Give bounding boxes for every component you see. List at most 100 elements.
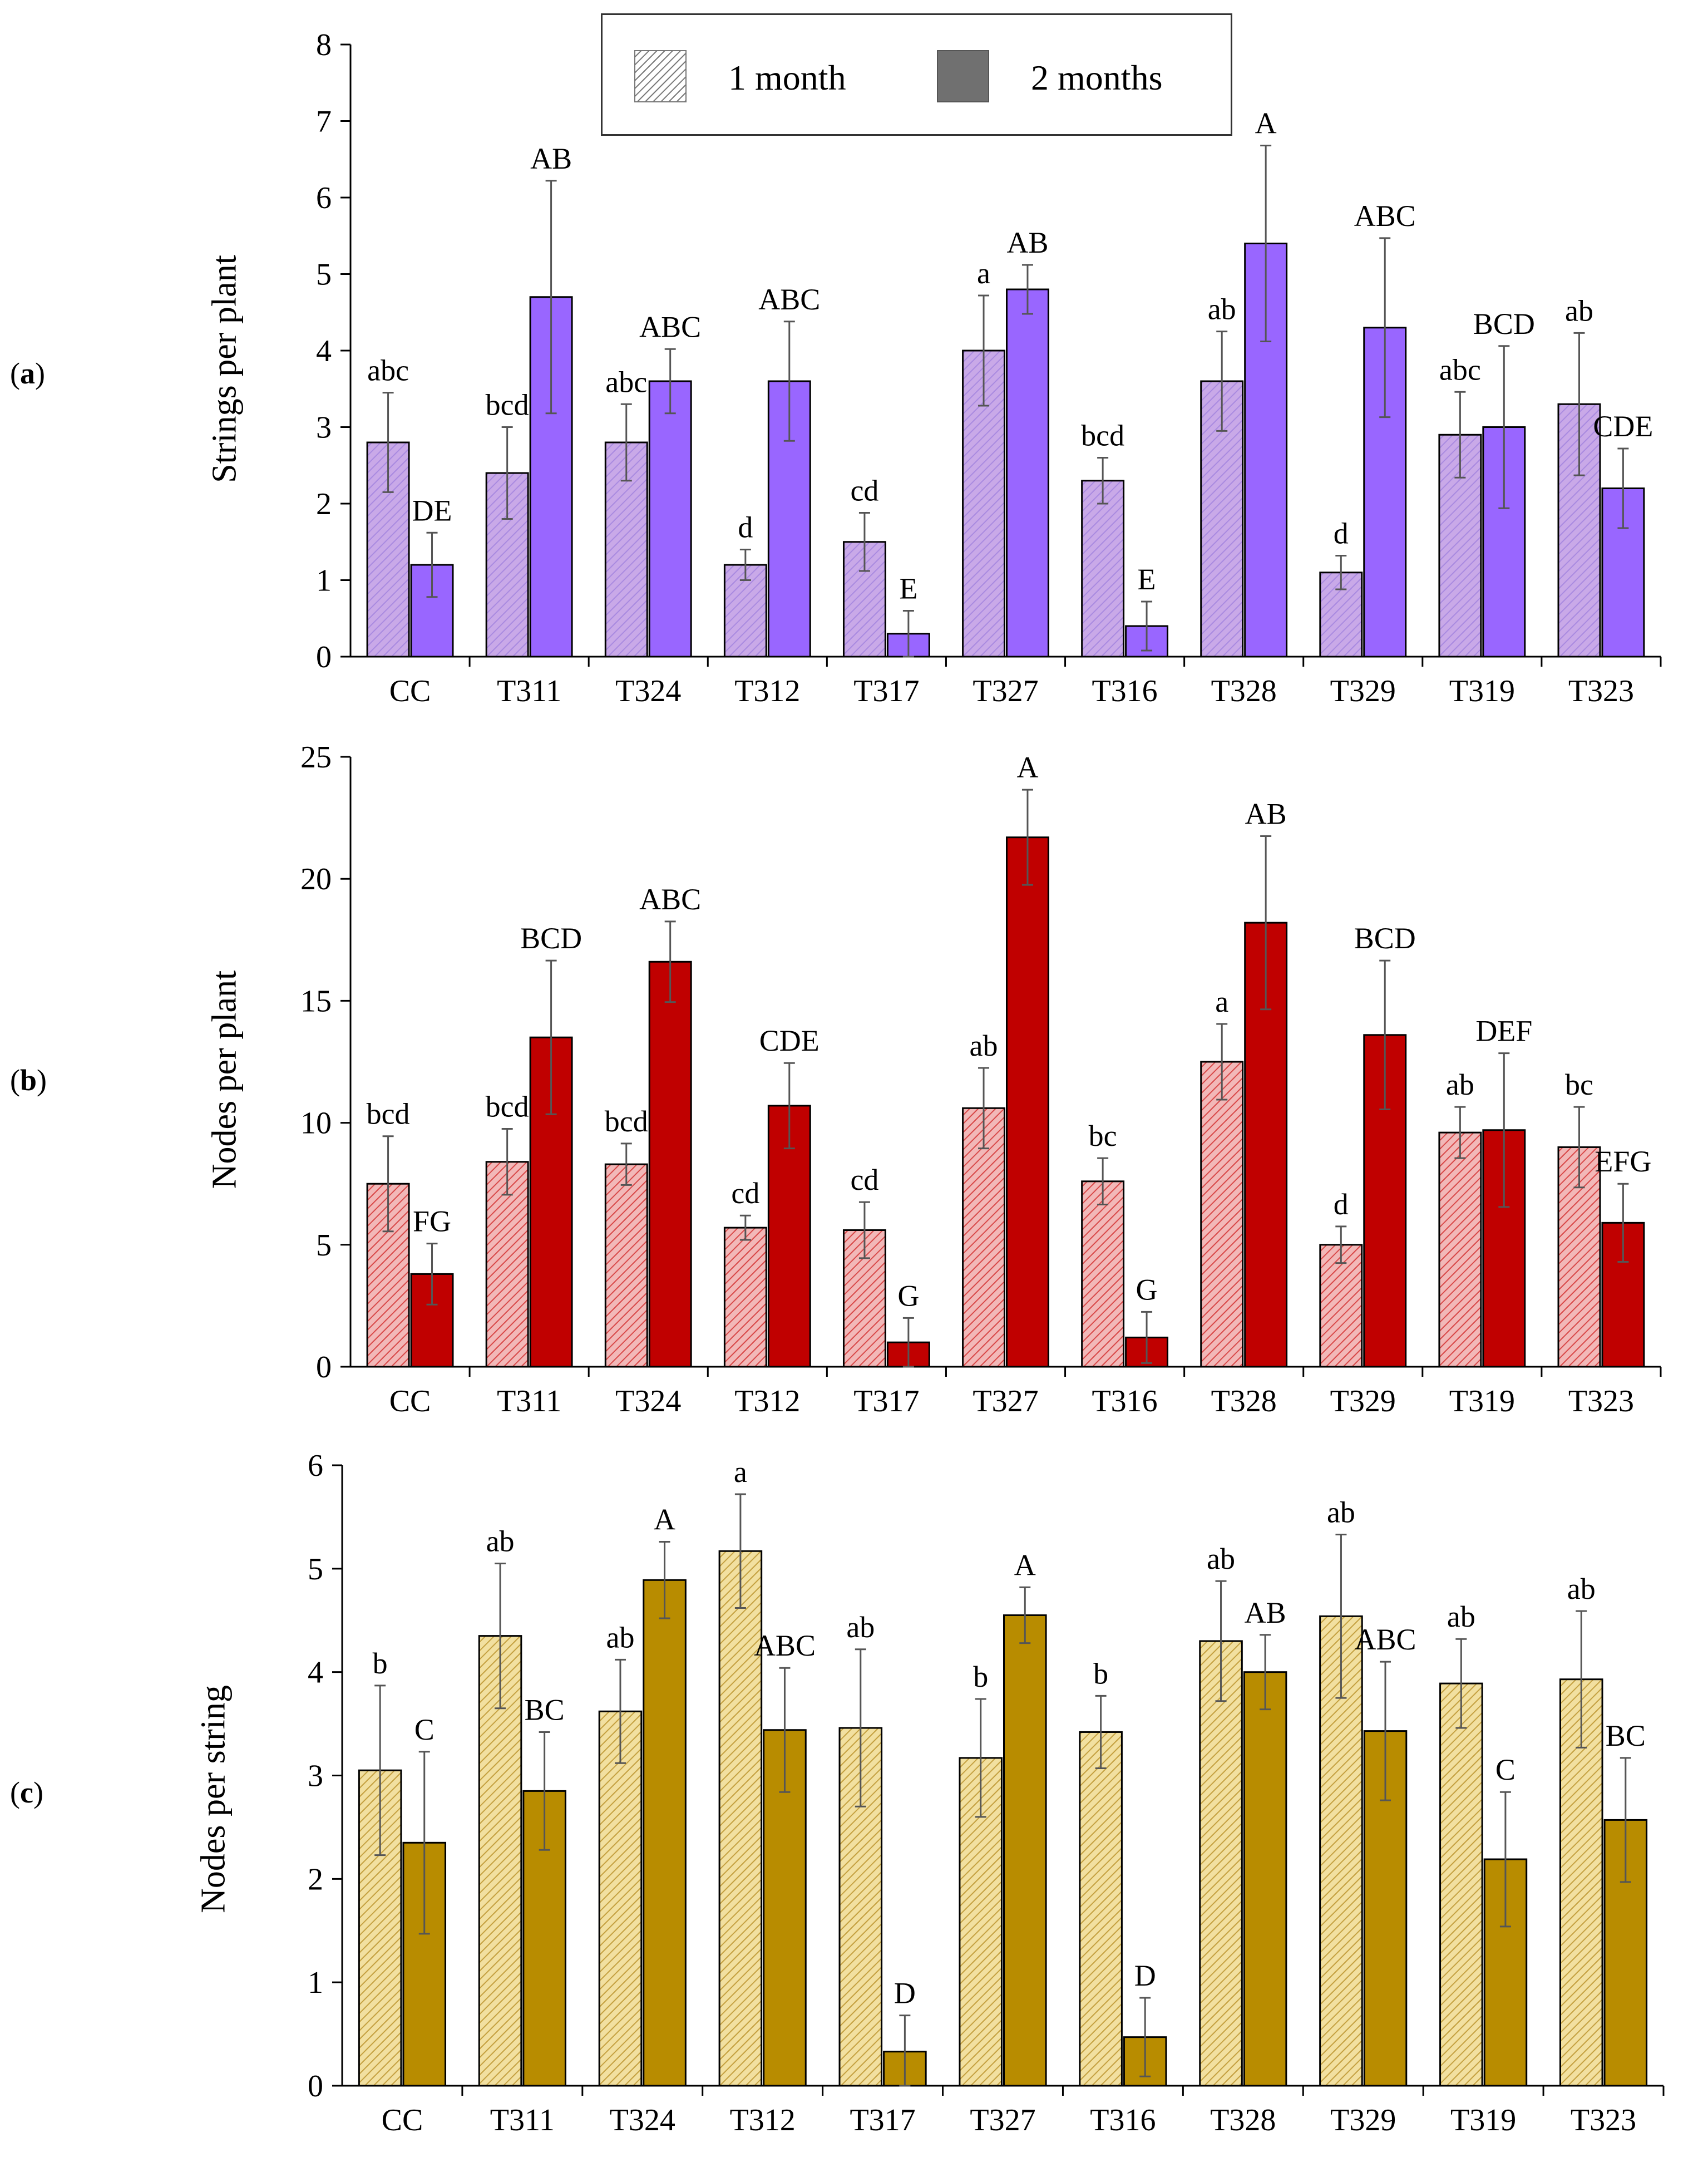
- panel-a-significance-letter: d: [1334, 517, 1349, 550]
- panel-b-bar-1-month: [604, 1163, 648, 1368]
- panel-a-category-label: T311: [497, 674, 561, 708]
- panel-b-category-label: T327: [973, 1384, 1038, 1419]
- panel-b-significance-letter: A: [1016, 751, 1038, 784]
- panel-b-category-label: T317: [853, 1384, 919, 1419]
- panel-c-category-label: T311: [490, 2103, 555, 2137]
- panel-a-significance-letter: CDE: [1593, 410, 1653, 443]
- panel-a-significance-letter: E: [899, 572, 917, 605]
- panel-c-category-label: T312: [730, 2103, 796, 2137]
- panel-a-significance-letter: abc: [605, 365, 647, 398]
- panel-b-category-label: T316: [1092, 1384, 1157, 1419]
- panel-a-bar-1-month: [485, 472, 529, 658]
- panel-a-significance-letter: abc: [367, 354, 409, 387]
- panel-a-significance-letter: abc: [1439, 353, 1481, 386]
- panel-a-ytick-label: 1: [316, 564, 332, 598]
- panel-c-significance-letter: D: [894, 1977, 916, 2010]
- legend-swatch-solid: [937, 50, 989, 102]
- panel-b-significance-letter: BCD: [1354, 922, 1416, 955]
- panel-a-significance-letter: AB: [1006, 226, 1048, 259]
- panel-c-bar-2-months: [1243, 1671, 1287, 2087]
- panel-c-category-label: T317: [850, 2103, 915, 2137]
- panel-a-significance-letter: cd: [850, 474, 878, 508]
- panel-b-letter: (b): [10, 1063, 47, 1097]
- panel-b-bar-1-month: [485, 1161, 529, 1368]
- panel-b-significance-letter: AB: [1245, 797, 1287, 830]
- panel-b-ytick-label: 0: [316, 1350, 332, 1385]
- panel-c-ytick-label: 2: [308, 1862, 323, 1897]
- panel-b-category-label: T311: [497, 1384, 561, 1419]
- panel-c-category-label: T324: [610, 2103, 675, 2137]
- panel-b-significance-letter: cd: [731, 1176, 759, 1210]
- panel-c-bar-1-month: [598, 1710, 643, 2087]
- panel-c-ytick-label: 0: [308, 2069, 323, 2104]
- panel-b-ytick-label: 5: [316, 1228, 332, 1263]
- panel-c-category-label: CC: [382, 2103, 423, 2137]
- legend-label-1-month: 1 month: [728, 58, 846, 97]
- panel-a-category-label: T327: [973, 674, 1038, 708]
- panel-c-significance-letter: ABC: [754, 1629, 816, 1662]
- panel-b-ytick-label: 20: [300, 862, 332, 897]
- panel-b-ytick-label: 10: [300, 1106, 332, 1141]
- panel-c-plot: 0123456CCbCT311abBCT324abAT312aABCT317ab…: [308, 1449, 1665, 2137]
- panel-c-category-label: T329: [1330, 2103, 1396, 2137]
- panel-b-bar-1-month: [1438, 1131, 1482, 1368]
- panel-b-significance-letter: DEF: [1475, 1014, 1532, 1048]
- panel-c-bar-2-months: [1603, 1819, 1648, 2087]
- panel-b-significance-letter: bcd: [367, 1097, 410, 1131]
- panel-a-ytick-label: 2: [316, 487, 332, 521]
- panel-c-bar-1-month: [478, 1635, 522, 2087]
- panel-a-significance-letter: E: [1138, 563, 1156, 596]
- panel-b-ytick-label: 15: [300, 984, 332, 1018]
- panel-c-ytick-label: 3: [308, 1759, 323, 1794]
- panel-a-category-label: T329: [1330, 674, 1396, 708]
- panel-b-significance-letter: cd: [850, 1163, 878, 1196]
- panel-a-category-label: T316: [1092, 674, 1157, 708]
- legend-label-2-months: 2 months: [1031, 58, 1163, 97]
- panel-a-bar-2-months: [648, 380, 692, 658]
- panel-c-category-label: T316: [1090, 2103, 1156, 2137]
- panel-c-ytick-label: 5: [308, 1552, 323, 1587]
- panel-a-significance-letter: ABC: [1354, 199, 1416, 233]
- panel-a-significance-letter: BCD: [1473, 307, 1535, 341]
- panel-a-category-label: T323: [1568, 674, 1634, 708]
- panel-c-significance-letter: ab: [1327, 1496, 1355, 1529]
- panel-b-significance-letter: CDE: [759, 1024, 820, 1057]
- panel-b-significance-letter: ab: [1446, 1068, 1474, 1101]
- panel-b-category-label: CC: [389, 1384, 431, 1419]
- panel-a-ytick-label: 6: [316, 181, 332, 215]
- panel-a-significance-letter: DE: [412, 494, 452, 527]
- panel-a-significance-letter: bcd: [486, 388, 529, 422]
- panel-a-ytick-label: 0: [316, 640, 332, 674]
- panel-b-bar-1-month: [962, 1107, 1006, 1368]
- panel-c-significance-letter: ab: [606, 1621, 635, 1654]
- panel-c-significance-letter: D: [1134, 1959, 1156, 1992]
- panel-a-bar-2-months: [1006, 288, 1049, 658]
- panel-c-category-label: T319: [1450, 2103, 1516, 2137]
- panel-c-significance-letter: b: [973, 1660, 988, 1693]
- panel-a-ytick-label: 8: [316, 28, 332, 62]
- panel-b-bar-1-month: [723, 1227, 767, 1368]
- panel-c-ytick-label: 1: [308, 1966, 323, 2000]
- panel-a-plot: 0 1 2 3 4 5 6 7 8 CC abc DE T311 bcd AB T324 abc ABC T312 d…: [316, 28, 1662, 708]
- panel-a-category-label: T324: [615, 674, 681, 708]
- panel-b-significance-letter: ABC: [639, 883, 701, 916]
- panel-a-significance-letter: AB: [530, 142, 572, 175]
- panel-c-letter: (c): [10, 1776, 43, 1809]
- panel-b-significance-letter: bc: [1565, 1068, 1593, 1101]
- panel-b-significance-letter: ab: [970, 1029, 998, 1062]
- panel-c-bar-1-month: [1439, 1682, 1483, 2087]
- panel-c-significance-letter: BC: [525, 1693, 565, 1726]
- panel-b-significance-letter: bcd: [605, 1105, 648, 1138]
- panel-b-significance-letter: G: [897, 1279, 919, 1312]
- panel-c-significance-letter: BC: [1606, 1719, 1646, 1752]
- panel-a-bar-1-month: [1081, 480, 1125, 658]
- panel-b-significance-letter: BCD: [520, 922, 582, 955]
- panel-a-significance-letter: ab: [1565, 294, 1593, 327]
- panel-c-significance-letter: a: [734, 1455, 747, 1489]
- panel-a-category-label: T312: [734, 674, 800, 708]
- legend: 1 month 2 months: [601, 13, 1232, 136]
- panel-c-bar-2-months: [643, 1579, 687, 2087]
- panel-b-significance-letter: bc: [1089, 1119, 1117, 1153]
- panel-c-significance-letter: ab: [486, 1525, 515, 1558]
- panel-a-category-label: T328: [1211, 674, 1277, 708]
